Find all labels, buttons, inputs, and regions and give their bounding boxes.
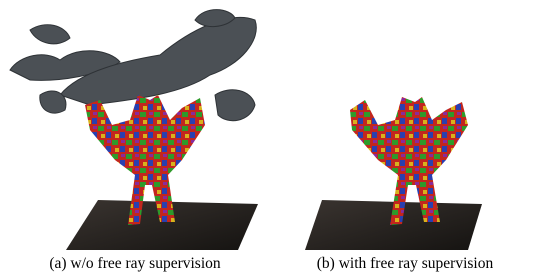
floater-clouds — [10, 10, 256, 121]
caption: (b) with free ray supervision — [317, 255, 494, 272]
cloud — [40, 91, 66, 113]
page: (a) w/o free ray supervision (b) with fr… — [0, 0, 538, 278]
caption: (a) w/o free ray supervision — [49, 255, 221, 272]
figure: (a) w/o free ray supervision (b) with fr… — [0, 0, 538, 278]
panel-b: (b) with free ray supervision — [305, 97, 493, 272]
panel-a: (a) w/o free ray supervision — [10, 10, 258, 272]
cloud — [215, 90, 255, 121]
cloud — [30, 25, 70, 44]
